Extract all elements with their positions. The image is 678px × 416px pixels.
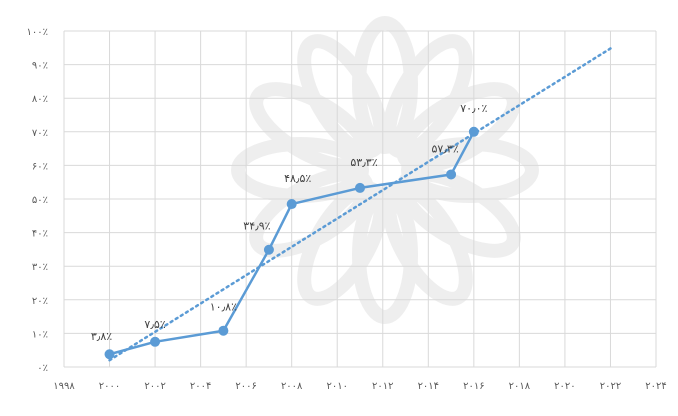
y-tick-label: ۵۰٪ xyxy=(32,195,48,206)
data-point xyxy=(150,336,161,347)
y-tick-label: ۹۰٪ xyxy=(32,61,48,72)
watermark-petal xyxy=(249,167,374,258)
data-label: ۴۸٫۵٪ xyxy=(284,172,311,185)
watermark-emblem xyxy=(231,16,539,324)
y-tick-label: ۴۰٪ xyxy=(32,229,48,240)
data-point xyxy=(218,325,229,336)
watermark-petal xyxy=(231,137,369,203)
x-tick-label: ۲۰۱۶ xyxy=(463,381,484,392)
data-label: ۷۰٫۰٪ xyxy=(460,102,487,115)
watermark-petal xyxy=(249,82,374,173)
y-tick-label: ۰٪ xyxy=(37,363,48,374)
y-tick-label: ۲۰٪ xyxy=(32,296,48,307)
watermark-petal xyxy=(396,82,521,173)
watermark-petal xyxy=(382,181,473,306)
data-point xyxy=(263,244,274,255)
x-tick-label: ۲۰۰۲ xyxy=(144,381,165,392)
y-tick-label: ۱۰۰٪ xyxy=(27,27,48,38)
watermark-petal xyxy=(352,16,418,154)
watermark-petal xyxy=(352,186,418,324)
y-axis: ۰٪ ۱۰٪ ۲۰٪ ۳۰٪ ۴۰٪ ۵۰٪ ۶۰٪ ۷۰٪ ۸۰٪ ۹۰٪ ۱۰۰٪ xyxy=(27,27,48,374)
trendline xyxy=(108,47,612,362)
x-tick-label: ۲۰۰۸ xyxy=(281,381,303,392)
data-point xyxy=(104,349,115,360)
series xyxy=(104,126,479,360)
x-tick-label: ۲۰۱۴ xyxy=(418,381,439,392)
data-labels: ۳٫۸٪ ۷٫۵٪ ۱۰٫۸٪ ۳۴٫۹٪ ۴۸٫۵٪ ۵۳٫۳٪ ۵۷٫۳٪ ۷۰٫۰٪ xyxy=(91,102,488,343)
y-tick-label: ۱۰٪ xyxy=(32,329,48,340)
y-tick-label: ۳۰٪ xyxy=(32,262,48,273)
data-label: ۷٫۵٪ xyxy=(144,318,165,331)
grid xyxy=(63,30,657,368)
x-tick-label: ۲۰۰۶ xyxy=(235,381,256,392)
data-label: ۳۴٫۹٪ xyxy=(243,220,270,233)
x-tick-label: ۲۰۲۲ xyxy=(600,381,621,392)
data-point xyxy=(446,169,457,180)
y-tick-label: ۶۰٪ xyxy=(32,161,48,172)
data-point xyxy=(286,199,297,210)
watermark-petal xyxy=(401,137,539,203)
x-tick-label: ۲۰۱۸ xyxy=(509,381,531,392)
watermark-petal xyxy=(382,34,473,159)
data-label: ۵۳٫۳٪ xyxy=(350,156,377,169)
x-tick-label: ۲۰۲۰ xyxy=(554,381,575,392)
x-tick-label: ۱۹۹۸ xyxy=(53,381,75,392)
data-point xyxy=(355,182,365,193)
data-point xyxy=(468,126,479,137)
x-axis: ۱۹۹۸ ۲۰۰۰ ۲۰۰۲ ۲۰۰۴ ۲۰۰۶ ۲۰۰۸ ۲۰۱۰ ۲۰۱۲ ۲۰۱۴ ۲۰۱۶… xyxy=(53,381,666,392)
data-label: ۱۰٫۸٪ xyxy=(210,301,237,314)
trendline-line xyxy=(108,47,612,362)
x-tick-label: ۲۰۰۴ xyxy=(190,381,211,392)
data-label: ۳٫۸٪ xyxy=(91,330,112,343)
series-line xyxy=(109,131,475,356)
watermark-petal xyxy=(297,34,388,159)
y-tick-label: ۷۰٪ xyxy=(32,128,48,139)
x-tick-label: ۲۰۰۰ xyxy=(99,381,120,392)
x-tick-label: ۲۰۱۲ xyxy=(372,381,393,392)
x-tick-label: ۲۰۱۰ xyxy=(326,381,347,392)
watermark-center xyxy=(340,125,430,215)
data-label: ۵۷٫۳٪ xyxy=(431,142,458,155)
x-tick-label: ۲۰۲۴ xyxy=(645,381,666,392)
y-tick-label: ۸۰٪ xyxy=(32,94,48,105)
